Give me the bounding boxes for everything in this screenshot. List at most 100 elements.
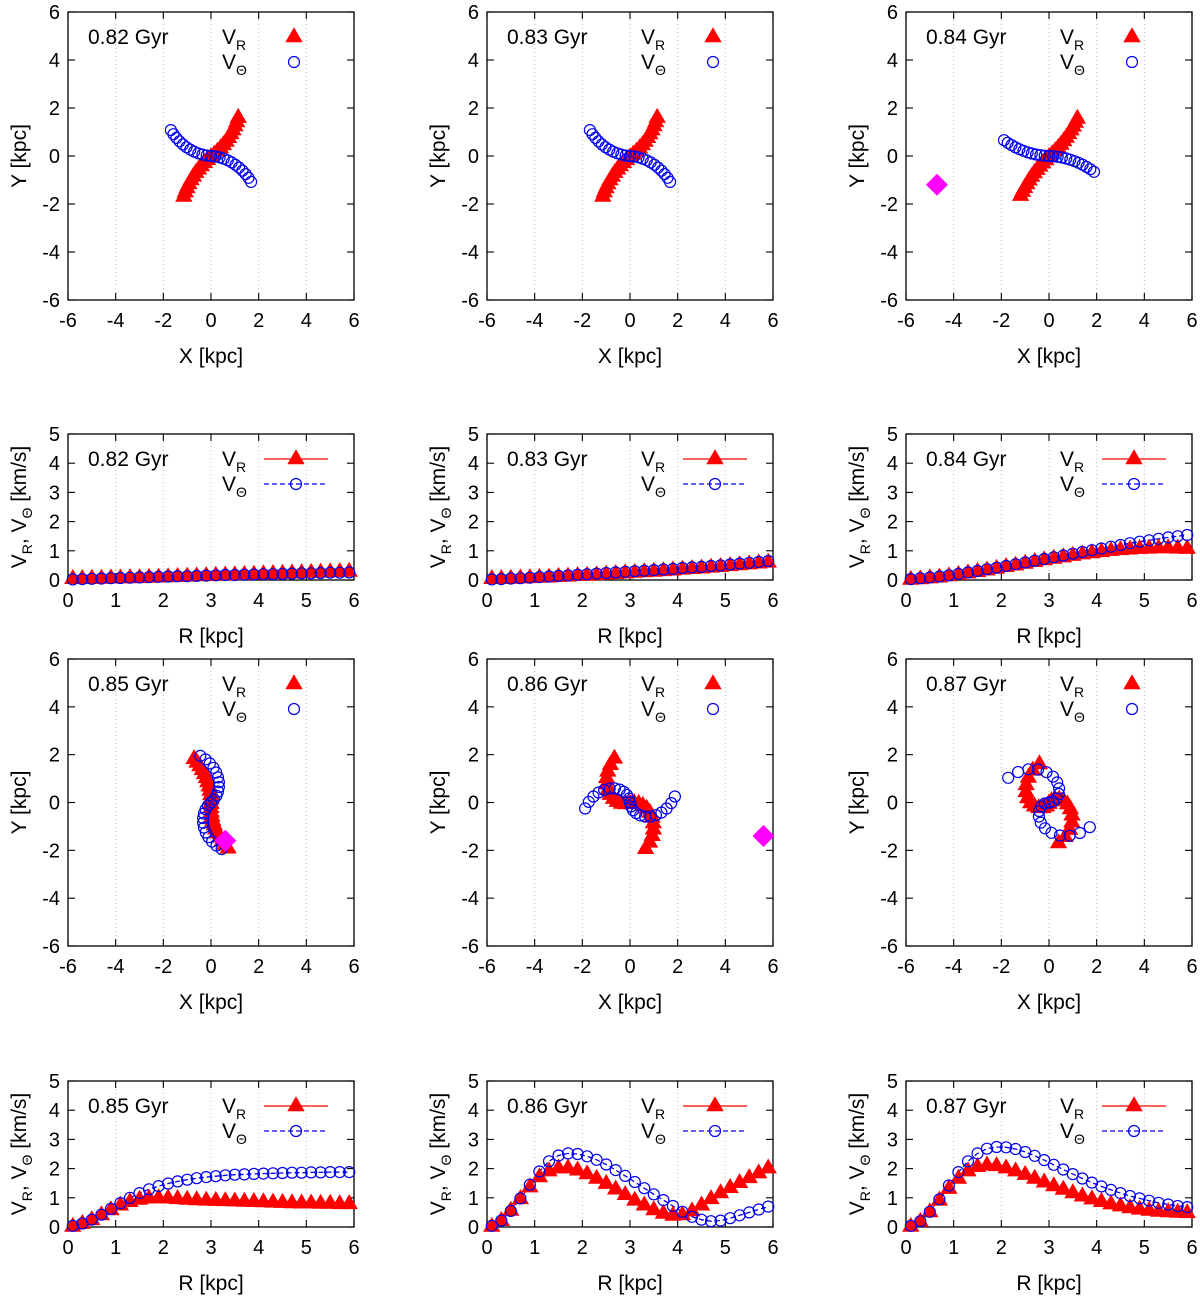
panel-xy-086: -6 -4 -2 0 2 4 6 -6 -4 -2 0 2 4 6 X [kpc] Y [kpc] 0.86 G… <box>427 649 779 1014</box>
vtheta-point <box>592 135 605 148</box>
vtheta-point <box>904 572 917 586</box>
y-tick-label: 4 <box>468 453 479 475</box>
vtheta-point <box>1133 1192 1146 1205</box>
legend-vtheta-marker <box>706 55 720 69</box>
vtheta-point <box>542 570 556 583</box>
legend-vtheta-label: VΘ <box>222 51 247 78</box>
vr-point <box>1178 1203 1196 1219</box>
x-tick-label: 3 <box>624 1237 635 1259</box>
x-tick-label: -6 <box>897 310 915 332</box>
vtheta-point <box>665 796 678 810</box>
vtheta-point <box>628 565 641 578</box>
satellite-marker <box>214 829 237 852</box>
y-tick-label: 6 <box>468 2 479 24</box>
vtheta-point <box>1052 787 1066 801</box>
vtheta-point <box>209 1170 222 1183</box>
vr-point <box>340 1194 358 1210</box>
x-axis-title: R [kpc] <box>1016 625 1081 648</box>
panel-xy-084: -6 -4 -2 0 2 4 6 -6 -4 -2 0 2 4 6 X [kpc] Y [kpc] 0.84 G… <box>846 2 1198 368</box>
vtheta-point <box>1002 771 1015 784</box>
vr-point <box>511 1189 529 1205</box>
legend-vtheta-marker <box>289 477 303 491</box>
x-tick-label: 3 <box>1043 1237 1054 1259</box>
vtheta-point <box>578 802 592 815</box>
vtheta-point <box>257 1167 270 1180</box>
vr-point <box>605 748 624 764</box>
vtheta-point <box>1152 1196 1165 1209</box>
x-tick-label: 6 <box>767 590 778 612</box>
x-tick-label: -2 <box>992 310 1010 332</box>
vtheta-point <box>514 1192 527 1205</box>
vtheta-point <box>676 561 689 575</box>
y-tick-label: 0 <box>468 570 479 592</box>
legend-vr-marker <box>1125 449 1143 465</box>
vtheta-point <box>762 554 775 568</box>
vr-point <box>185 749 203 765</box>
vr-point <box>568 1160 587 1176</box>
x-tick-label: -2 <box>154 310 172 332</box>
y-tick-label: 2 <box>49 745 60 767</box>
x-tick-label: 1 <box>529 1237 540 1259</box>
y-axis-title: Y [kpc] <box>427 771 450 835</box>
vtheta-point <box>162 570 175 583</box>
vtheta-point <box>133 571 146 584</box>
y-tick-label: 1 <box>49 541 60 563</box>
vr-point <box>1007 1161 1025 1177</box>
x-tick-label: -6 <box>59 956 77 978</box>
vtheta-point <box>600 1158 613 1171</box>
vtheta-point <box>167 128 180 141</box>
y-tick-label: 0 <box>887 146 898 168</box>
x-tick-label: 0 <box>1043 956 1054 978</box>
vtheta-point <box>285 567 299 580</box>
x-tick-label: -4 <box>945 956 963 978</box>
vtheta-point <box>523 571 537 584</box>
vtheta-point <box>1038 552 1051 566</box>
vtheta-point <box>743 556 756 569</box>
x-tick-label: 5 <box>301 1237 312 1259</box>
vtheta-point <box>1076 545 1089 559</box>
vtheta-point <box>580 568 594 581</box>
x-tick-label: 1 <box>948 1237 959 1259</box>
vtheta-point <box>197 807 211 820</box>
vtheta-point <box>1087 165 1101 178</box>
vtheta-point <box>619 565 632 578</box>
vtheta-point <box>752 555 765 569</box>
vtheta-point <box>695 1213 708 1226</box>
vtheta-point <box>95 1208 108 1221</box>
vtheta-point <box>190 569 203 583</box>
vtheta-point <box>571 568 584 581</box>
x-tick-label: -4 <box>107 956 125 978</box>
data-layer <box>164 107 258 202</box>
vtheta-point <box>219 568 232 582</box>
vtheta-point <box>142 570 156 584</box>
vr-point <box>731 1173 749 1188</box>
vtheta-point <box>661 171 674 184</box>
x-axis-title: X [kpc] <box>1017 991 1081 1014</box>
legend-vr-marker <box>704 27 722 43</box>
vr-point <box>644 819 663 835</box>
x-tick-label: 2 <box>1091 310 1102 332</box>
y-tick-label: -2 <box>461 194 479 216</box>
x-tick-label: 2 <box>253 956 264 978</box>
vtheta-point <box>200 569 213 582</box>
vtheta-point <box>343 1165 356 1179</box>
y-tick-label: 4 <box>49 453 60 475</box>
x-tick-label: 6 <box>1186 590 1197 612</box>
vtheta-point <box>1053 829 1067 842</box>
vtheta-point <box>695 560 708 574</box>
vtheta-point <box>76 572 89 586</box>
x-tick-label: 0 <box>900 590 911 612</box>
y-tick-label: 2 <box>468 512 479 534</box>
vtheta-point <box>609 1163 622 1177</box>
y-tick-label: 3 <box>468 1129 479 1151</box>
x-tick-label: 3 <box>205 1237 216 1259</box>
x-tick-label: -4 <box>945 310 963 332</box>
y-tick-label: 2 <box>468 745 479 767</box>
y-tick-label: 0 <box>49 793 60 815</box>
vtheta-point <box>1171 530 1184 543</box>
vtheta-point <box>655 164 668 177</box>
x-tick-label: 1 <box>110 590 121 612</box>
vtheta-point <box>971 564 984 578</box>
vtheta-point <box>644 810 657 823</box>
y-tick-label: -6 <box>461 290 479 312</box>
